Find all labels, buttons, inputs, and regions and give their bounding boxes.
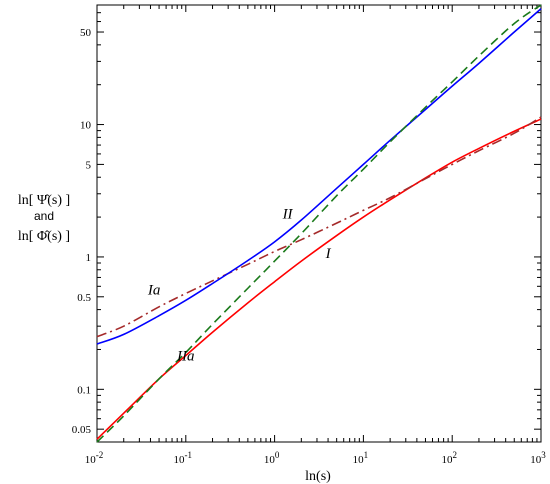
y-axis-title: ln[ Ψ̂(s) ] and ln[ Φ̂(s) ] [18, 193, 70, 244]
y-axis-title-line-1: ln[ Ψ̂(s) ] [18, 193, 70, 208]
y-tick-label: 0.1 [77, 384, 91, 396]
x-tick-label: 102 [441, 450, 457, 466]
x-tick-label: 101 [353, 450, 369, 466]
x-tick-label: 100 [264, 450, 280, 466]
y-tick-label: 50 [80, 27, 92, 39]
series-ii-line [96, 8, 542, 345]
curve-label-ia: Ia [147, 283, 161, 299]
y-tick-label: 1 [86, 252, 92, 264]
x-axis-title: ln(s) [305, 469, 331, 484]
curve-label-i: I [325, 246, 332, 262]
x-tick-label: 10-1 [174, 450, 193, 466]
series-iia-line [96, 4, 542, 443]
plot-area-frame [96, 4, 542, 443]
series-i-line [96, 118, 542, 440]
x-tick-label: 103 [530, 450, 546, 466]
y-tick-label: 0.5 [77, 292, 91, 304]
y-tick-label: 0.05 [72, 424, 92, 436]
y-axis-title-line-2: and [34, 209, 54, 223]
x-tick-label: 10-2 [85, 450, 104, 466]
series-ia-line [96, 116, 542, 338]
curve-label-iia: IIa [176, 349, 195, 365]
y-tick-label: 5 [86, 159, 92, 171]
y-tick-label: 10 [80, 120, 92, 132]
y-axis-title-line-3: ln[ Φ̂(s) ] [18, 229, 70, 244]
curve-label-ii: II [282, 207, 294, 223]
